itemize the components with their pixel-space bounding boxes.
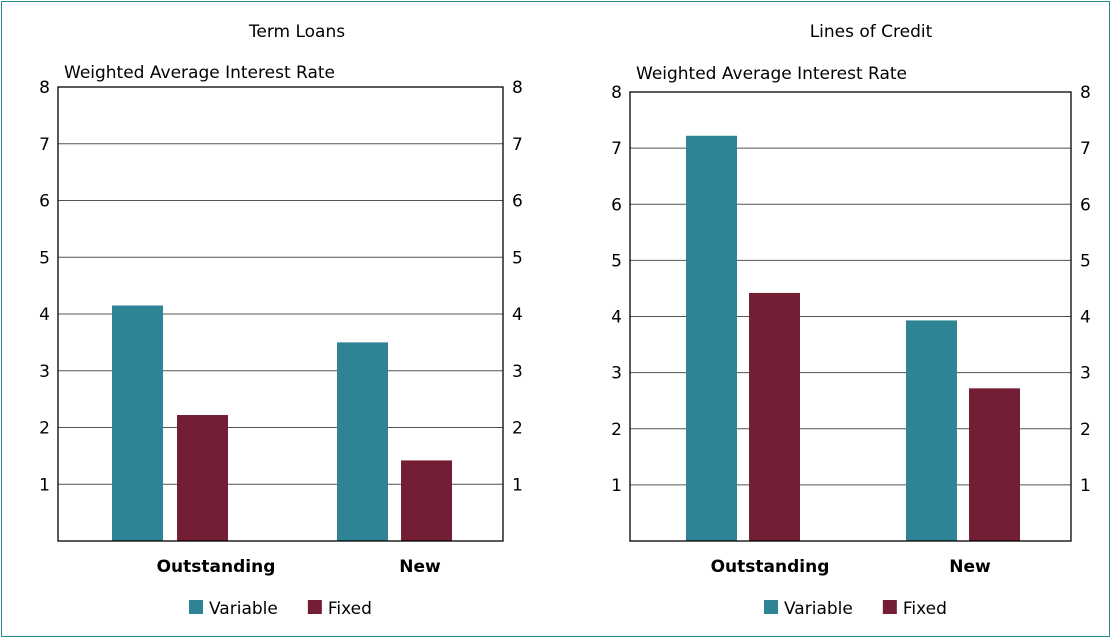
chart1-y-tick-left: 1 — [611, 476, 622, 496]
chart1-bar-fixed-outstanding — [749, 292, 800, 541]
chart1-y-tick-right: 6 — [1080, 195, 1091, 215]
chart0-plot-frame — [57, 86, 504, 542]
chart0-y-tick-right: 8 — [512, 78, 523, 98]
chart0-bar-fixed-new — [401, 460, 452, 541]
chart1-x-category-label: New — [949, 557, 991, 577]
chart1-plot-frame — [629, 91, 1072, 542]
chart0-y-tick-left: 8 — [39, 78, 50, 98]
chart1-bar-fixed-new — [969, 388, 1020, 541]
chart0-legend-label-variable: Variable — [209, 599, 278, 619]
chart1-y-tick-right: 5 — [1080, 251, 1091, 271]
chart0-legend-swatch-variable — [189, 600, 203, 614]
chart0-y-tick-left: 6 — [39, 192, 50, 212]
chart0-y-tick-right: 4 — [512, 305, 523, 325]
chart0-x-category-label: Outstanding — [157, 557, 276, 577]
chart0-x-category-label: New — [399, 557, 441, 577]
chart1-y-tick-left: 6 — [611, 195, 622, 215]
chart0-y-tick-right: 1 — [512, 475, 523, 495]
chart1-y-tick-right: 2 — [1080, 420, 1091, 440]
chart0-y-tick-left: 7 — [39, 135, 50, 155]
chart0-y-tick-right: 2 — [512, 419, 523, 439]
chart0-y-tick-right: 3 — [512, 362, 523, 382]
chart0-y-tick-left: 3 — [39, 362, 50, 382]
chart1-legend-swatch-fixed — [882, 600, 897, 614]
chart0-y-tick-left: 4 — [39, 305, 50, 325]
chart0-bar-fixed-outstanding — [177, 415, 228, 541]
chart0-legend-swatch-fixed — [307, 600, 322, 614]
chart0-y-axis-title: Weighted Average Interest Rate — [64, 63, 335, 83]
chart1-legend-label-variable: Variable — [784, 599, 853, 619]
chart1-y-tick-left: 2 — [611, 420, 622, 440]
chart1-bar-variable-new — [906, 320, 957, 541]
chart0-y-tick-right: 6 — [512, 192, 523, 212]
chart0-y-tick-left: 5 — [39, 248, 50, 268]
chart0-y-tick-right: 7 — [512, 135, 523, 155]
chart1-y-tick-right: 4 — [1080, 308, 1091, 328]
chart1-y-tick-right: 8 — [1080, 83, 1091, 103]
chart0-legend-label-fixed: Fixed — [328, 599, 372, 619]
chart1-legend-swatch-variable — [764, 600, 778, 614]
chart0-bar-variable-outstanding — [112, 305, 163, 541]
chart0-y-tick-left: 1 — [39, 475, 50, 495]
chart1-y-tick-right: 1 — [1080, 476, 1091, 496]
chart1-y-tick-left: 4 — [611, 308, 622, 328]
chart1-y-tick-left: 3 — [611, 364, 622, 384]
chart1-y-tick-left: 5 — [611, 251, 622, 271]
chart1-legend-label-fixed: Fixed — [903, 599, 947, 619]
chart0-y-tick-left: 2 — [39, 419, 50, 439]
chart0-y-tick-right: 5 — [512, 248, 523, 268]
chart1-y-tick-left: 7 — [611, 139, 622, 159]
chart0-bar-variable-new — [337, 342, 388, 541]
chart0-title: Term Loans — [248, 22, 345, 42]
chart1-x-category-label: Outstanding — [711, 557, 830, 577]
chart1-y-tick-left: 8 — [611, 83, 622, 103]
chart1-y-axis-title: Weighted Average Interest Rate — [636, 64, 907, 84]
chart1-title: Lines of Credit — [810, 22, 933, 42]
chart1-y-tick-right: 3 — [1080, 364, 1091, 384]
chart1-bar-variable-outstanding — [686, 135, 737, 541]
chart1-y-tick-right: 7 — [1080, 139, 1091, 159]
